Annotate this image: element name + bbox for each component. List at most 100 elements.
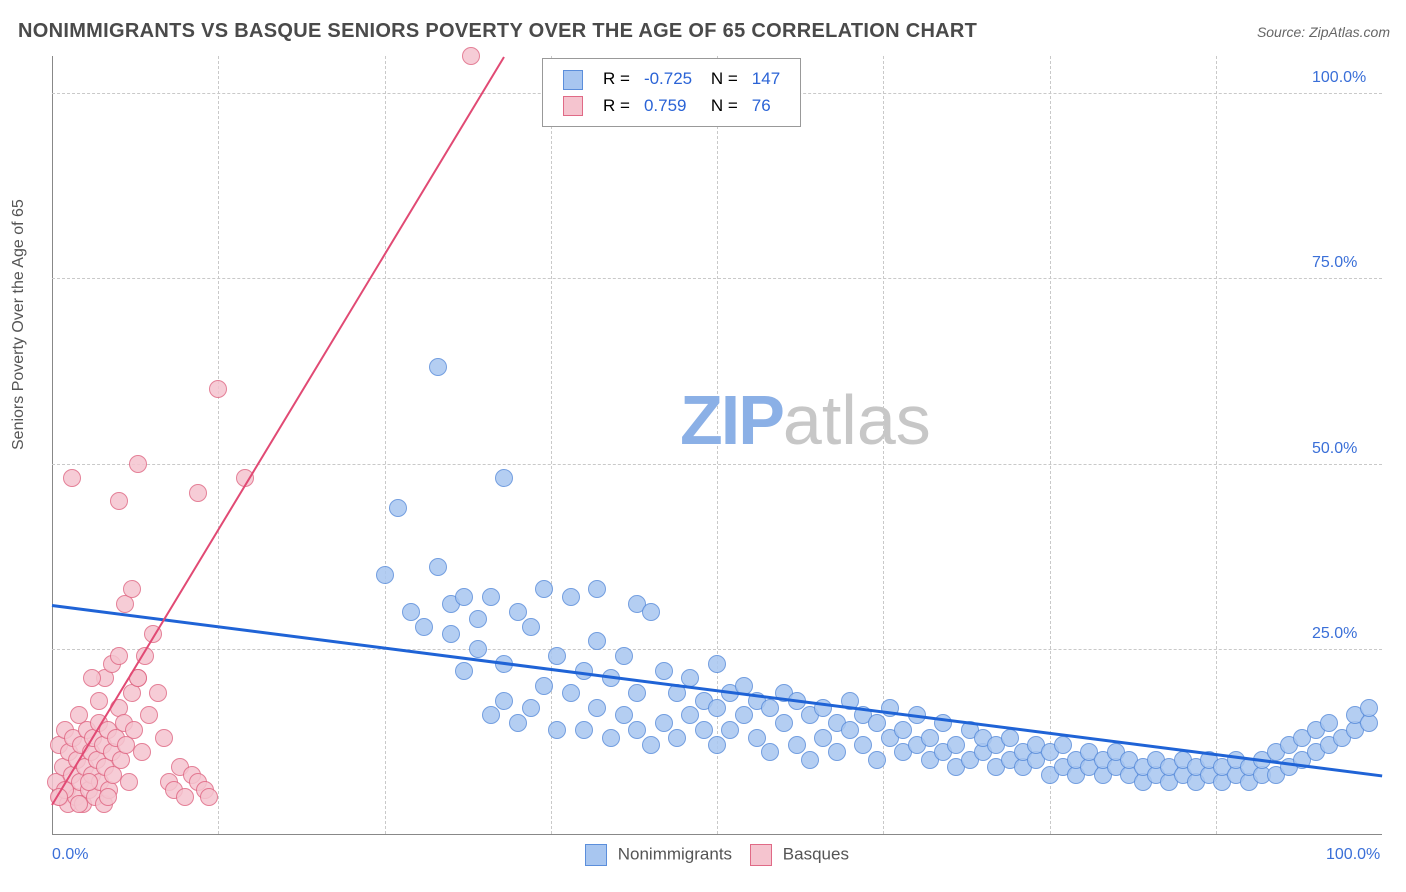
data-point [209,380,227,398]
gridline-v [1050,56,1051,834]
bottom-legend: Nonimmigrants Basques [567,844,849,866]
data-point [828,743,846,761]
data-point [99,788,117,806]
data-point [1360,699,1378,717]
data-point [469,640,487,658]
plot-area: 25.0% 50.0% 75.0% 100.0%0.0%100.0% R =-0… [52,56,1382,834]
gridline-v [218,56,219,834]
data-point [482,588,500,606]
data-point [788,736,806,754]
data-point [83,669,101,687]
data-point [628,721,646,739]
x-tick-label: 0.0% [52,846,88,864]
data-point [90,692,108,710]
data-point [721,721,739,739]
legend-swatch [585,844,607,866]
data-point [642,736,660,754]
data-point [535,580,553,598]
data-point [110,647,128,665]
data-point [482,706,500,724]
y-tick-label: 50.0% [1312,440,1357,458]
data-point [110,492,128,510]
data-point [1001,729,1019,747]
gridline-v [551,56,552,834]
data-point [602,729,620,747]
data-point [133,743,151,761]
data-point [588,580,606,598]
data-point [70,795,88,813]
gridline-v [1216,56,1217,834]
data-point [655,714,673,732]
data-point [748,729,766,747]
data-point [509,603,527,621]
data-point [868,714,886,732]
data-point [120,773,138,791]
data-point [814,729,832,747]
data-point [562,684,580,702]
data-point [548,647,566,665]
data-point [761,699,779,717]
data-point [535,677,553,695]
data-point [495,692,513,710]
stats-table: R =-0.725 N =147 R =0.759 N =76 [555,65,788,120]
data-point [155,729,173,747]
data-point [615,647,633,665]
data-point [125,721,143,739]
data-point [389,499,407,517]
data-point [469,610,487,628]
data-point [522,618,540,636]
data-point [735,706,753,724]
chart-root: NONIMMIGRANTS VS BASQUE SENIORS POVERTY … [0,0,1406,892]
data-point [376,566,394,584]
chart-title: NONIMMIGRANTS VS BASQUE SENIORS POVERTY … [18,20,977,43]
data-point [189,484,207,502]
data-point [522,699,540,717]
stats-legend: R =-0.725 N =147 R =0.759 N =76 [542,58,801,127]
data-point [455,588,473,606]
data-point [562,588,580,606]
data-point [429,558,447,576]
gridline-v [385,56,386,834]
data-point [455,662,473,680]
data-point [775,714,793,732]
data-point [841,721,859,739]
data-point [575,721,593,739]
data-point [442,625,460,643]
data-point [176,788,194,806]
data-point [495,469,513,487]
data-point [921,729,939,747]
data-point [200,788,218,806]
regression-line [51,56,505,805]
y-axis-label: Seniors Poverty Over the Age of 65 [10,199,28,450]
legend-label: Basques [783,844,849,863]
data-point [63,469,81,487]
data-point [695,721,713,739]
data-point [708,736,726,754]
y-tick-label: 100.0% [1312,69,1366,87]
data-point [429,358,447,376]
data-point [761,743,779,761]
data-point [801,751,819,769]
data-point [402,603,420,621]
data-point [894,721,912,739]
legend-label: Nonimmigrants [618,844,732,863]
data-point [642,603,660,621]
data-point [868,751,886,769]
legend-swatch [750,844,772,866]
data-point [708,655,726,673]
data-point [588,699,606,717]
data-point [854,736,872,754]
data-point [1054,736,1072,754]
data-point [947,736,965,754]
data-point [548,721,566,739]
data-point [681,706,699,724]
data-point [462,47,480,65]
data-point [588,632,606,650]
y-tick-label: 75.0% [1312,254,1357,272]
data-point [708,699,726,717]
data-point [668,729,686,747]
data-point [149,684,167,702]
data-point [628,684,646,702]
data-point [415,618,433,636]
source-attribution: Source: ZipAtlas.com [1257,24,1390,40]
